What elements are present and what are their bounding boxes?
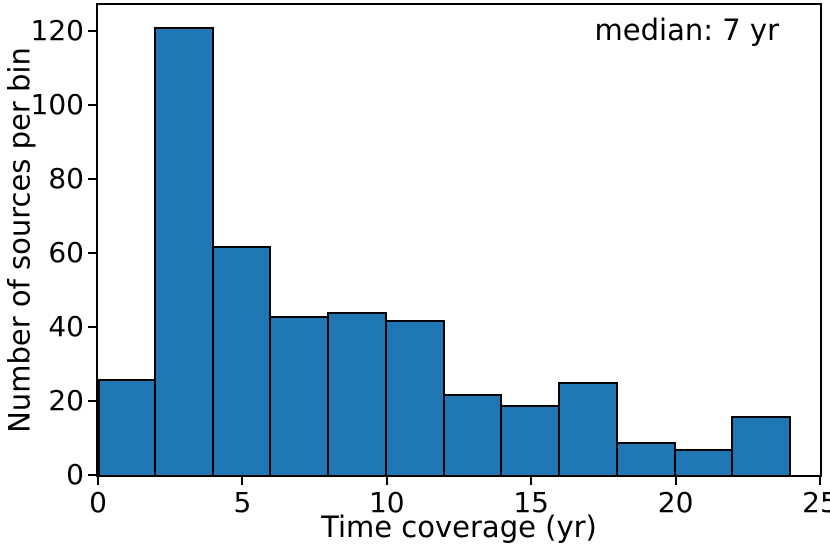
histogram-bar bbox=[673, 449, 734, 475]
y-tick-mark bbox=[88, 103, 96, 106]
median-annotation: median: 7 yr bbox=[594, 13, 779, 47]
histogram-bar bbox=[558, 382, 618, 475]
x-tick-mark bbox=[241, 477, 244, 485]
y-tick-label: 40 bbox=[48, 309, 84, 343]
x-tick-label: 5 bbox=[233, 486, 252, 519]
histogram-bar bbox=[269, 315, 330, 475]
y-tick-label: 20 bbox=[48, 383, 84, 417]
x-tick-label: 10 bbox=[368, 486, 405, 519]
y-tick-mark bbox=[88, 29, 96, 32]
y-tick-label: 60 bbox=[48, 235, 84, 269]
y-tick-label: 0 bbox=[66, 458, 84, 491]
x-tick-label: 15 bbox=[513, 486, 550, 519]
y-tick-mark bbox=[88, 325, 96, 328]
histogram-bar bbox=[327, 312, 387, 475]
x-tick-mark bbox=[674, 477, 677, 485]
x-tick-label: 20 bbox=[657, 486, 694, 519]
y-tick-label: 100 bbox=[30, 87, 84, 121]
y-tick-label: 80 bbox=[48, 161, 84, 195]
x-tick-mark bbox=[385, 477, 388, 485]
x-tick-label: 0 bbox=[89, 486, 107, 519]
bars-layer bbox=[98, 5, 820, 475]
histogram-bar bbox=[384, 319, 445, 475]
y-tick-mark bbox=[88, 251, 96, 254]
x-axis-label: Time coverage (yr) bbox=[321, 510, 597, 544]
y-axis-label: Number of sources per bin bbox=[2, 47, 37, 433]
y-tick-mark bbox=[88, 399, 96, 402]
histogram-bar bbox=[98, 378, 156, 475]
x-tick-mark bbox=[97, 477, 99, 485]
x-tick-mark bbox=[530, 477, 533, 485]
x-tick-label: 25 bbox=[802, 486, 830, 519]
histogram-bar bbox=[731, 415, 792, 475]
histogram-bar bbox=[211, 245, 272, 475]
y-tick-label: 120 bbox=[30, 13, 84, 47]
plot-area bbox=[96, 3, 822, 477]
x-tick-mark bbox=[819, 477, 821, 485]
histogram-bar bbox=[153, 27, 214, 475]
y-tick-mark bbox=[88, 177, 96, 180]
histogram-bar bbox=[500, 404, 561, 475]
histogram-bar bbox=[442, 393, 503, 475]
y-tick-mark bbox=[88, 474, 96, 476]
histogram-bar bbox=[615, 441, 676, 475]
